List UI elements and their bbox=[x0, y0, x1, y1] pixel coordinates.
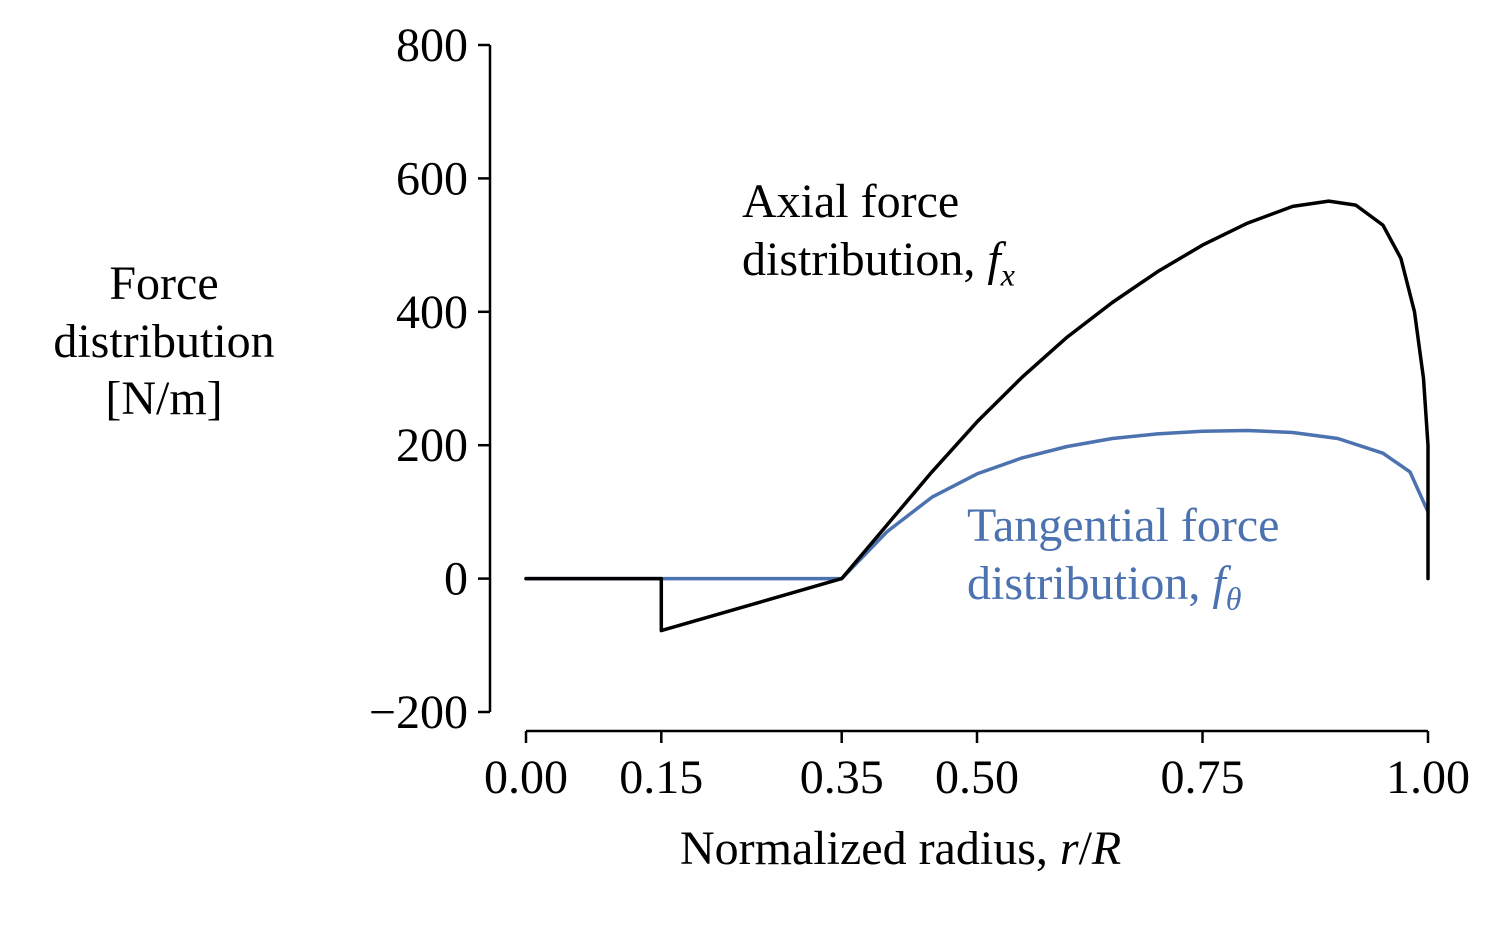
y-axis-label: Force distribution [N/m] bbox=[14, 255, 314, 428]
tangential-symbol: f bbox=[1212, 556, 1226, 610]
axial-annotation: Axial force distribution, fx bbox=[742, 173, 1015, 294]
tangential-annotation: Tangential force distribution, fθ bbox=[967, 497, 1279, 618]
tangential-annotation-line-2-text: distribution, bbox=[967, 556, 1213, 610]
x-tick-label: 0.00 bbox=[484, 751, 568, 804]
y-tick-label: 600 bbox=[396, 152, 468, 205]
axial-annotation-line-2: distribution, fx bbox=[742, 231, 1015, 294]
y-axis-label-line-3: [N/m] bbox=[105, 372, 223, 426]
y-tick-label: −200 bbox=[369, 686, 468, 739]
series-lines bbox=[524, 199, 1430, 633]
axial-symbol: f bbox=[987, 232, 1001, 286]
tick-labels: −200 0 200 400 600 800 0.00 0.15 0.35 0.50 0.75 1.0… bbox=[369, 19, 1470, 804]
x-axis-label-R: R bbox=[1091, 822, 1122, 875]
x-axis-label: Normalized radius, r/R bbox=[680, 820, 1121, 878]
x-tick-label: 0.50 bbox=[935, 751, 1019, 804]
axial-annotation-line-1: Axial force bbox=[742, 175, 960, 228]
y-tick-label: 200 bbox=[396, 419, 468, 472]
tangential-series-line bbox=[524, 428, 1430, 581]
y-tick-label: 800 bbox=[396, 19, 468, 72]
tick-marks bbox=[478, 43, 1430, 743]
y-tick-label: 0 bbox=[444, 553, 468, 606]
tangential-annotation-line-2: distribution, fθ bbox=[967, 555, 1279, 618]
y-axis-label-line-2: distribution bbox=[53, 314, 275, 368]
x-axis-label-r: r bbox=[1059, 822, 1079, 875]
x-tick-label: 0.35 bbox=[800, 751, 884, 804]
x-axis-label-text: Normalized radius, bbox=[680, 822, 1060, 875]
axial-series-line bbox=[524, 199, 1430, 633]
axial-subscript: x bbox=[1000, 256, 1015, 293]
axes bbox=[488, 45, 1428, 733]
tangential-annotation-line-1: Tangential force bbox=[967, 499, 1280, 552]
tangential-subscript: θ bbox=[1225, 580, 1242, 617]
x-tick-label: 1.00 bbox=[1386, 751, 1470, 804]
x-tick-label: 0.75 bbox=[1161, 751, 1245, 804]
x-axis-label-slash: / bbox=[1078, 822, 1092, 875]
y-tick-label: 400 bbox=[396, 286, 468, 339]
axial-annotation-line-2-text: distribution, bbox=[742, 232, 988, 286]
x-tick-label: 0.15 bbox=[619, 751, 703, 804]
y-axis-label-line-1: Force bbox=[109, 257, 219, 310]
